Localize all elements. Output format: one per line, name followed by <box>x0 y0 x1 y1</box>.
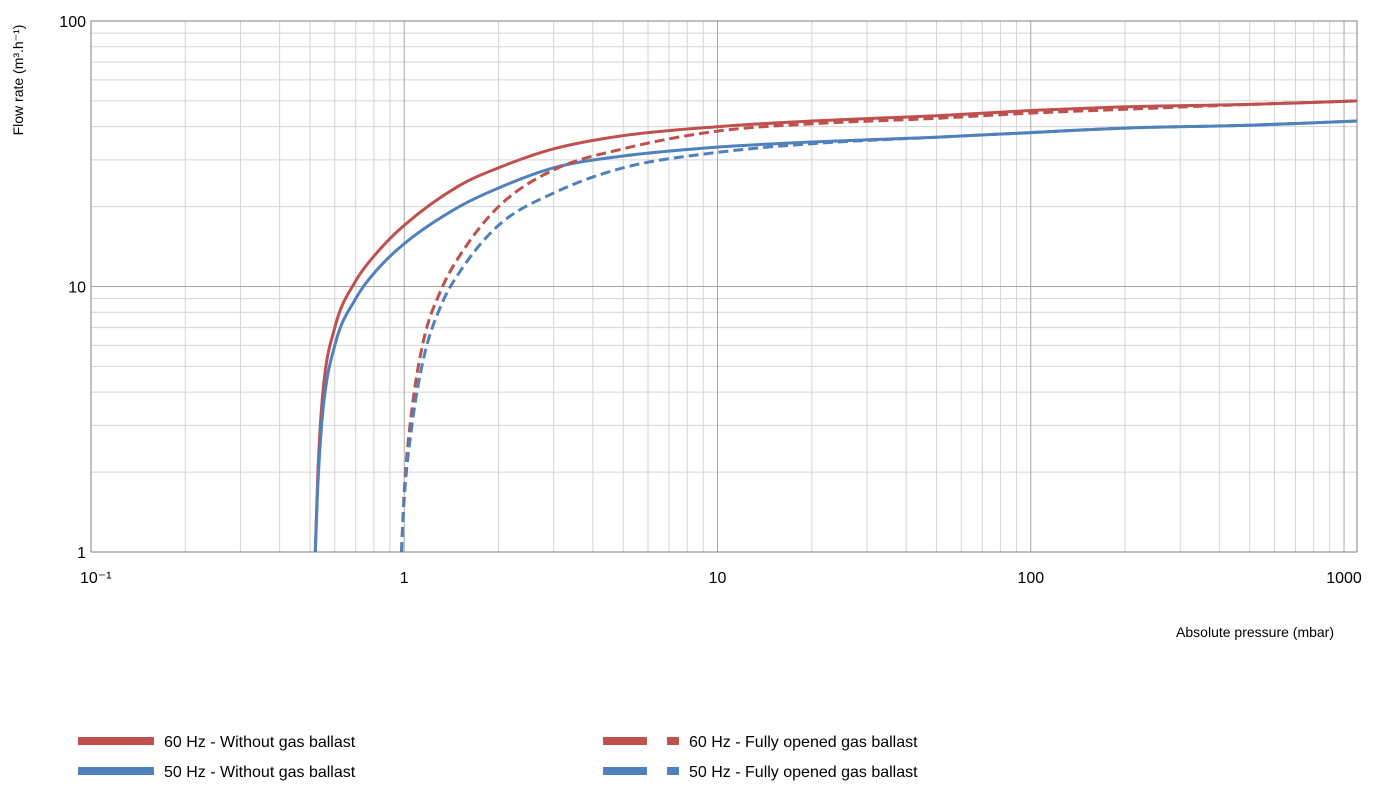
x-tick-label: 1 <box>400 570 409 587</box>
plot-frame <box>90 20 1358 553</box>
series-line-50-hz-fully-opened-gas-ballast <box>400 119 1358 553</box>
series-line-60-hz-without-gas-ballast <box>313 99 1358 553</box>
legend-label: 50 Hz - Without gas ballast <box>164 764 356 781</box>
y-tick-labels: 1 10 100 <box>59 14 86 562</box>
x-tick-labels: 10⁻¹ 1 10 100 1000 <box>80 570 1362 587</box>
x-tick-label: 10⁻¹ <box>80 570 112 587</box>
y-tick-label: 100 <box>59 14 86 31</box>
legend: 60 Hz - Without gas ballast 50 Hz - Witho… <box>78 734 918 781</box>
x-tick-label: 100 <box>1017 570 1044 587</box>
series-line-60-hz-fully-opened-gas-ballast <box>400 99 1358 553</box>
series-layer <box>313 99 1358 553</box>
legend-label: 60 Hz - Without gas ballast <box>164 734 356 751</box>
y-tick-label: 1 <box>77 545 86 562</box>
x-tick-label: 1000 <box>1326 570 1362 587</box>
legend-label: 50 Hz - Fully opened gas ballast <box>689 764 918 781</box>
y-axis-title: Flow rate (m³.h⁻¹) <box>10 25 26 136</box>
x-tick-label: 10 <box>709 570 727 587</box>
series-line-50-hz-without-gas-ballast <box>313 119 1358 553</box>
y-tick-label: 10 <box>68 280 86 297</box>
x-axis-title: Absolute pressure (mbar) <box>1176 624 1334 640</box>
legend-label: 60 Hz - Fully opened gas ballast <box>689 734 918 751</box>
